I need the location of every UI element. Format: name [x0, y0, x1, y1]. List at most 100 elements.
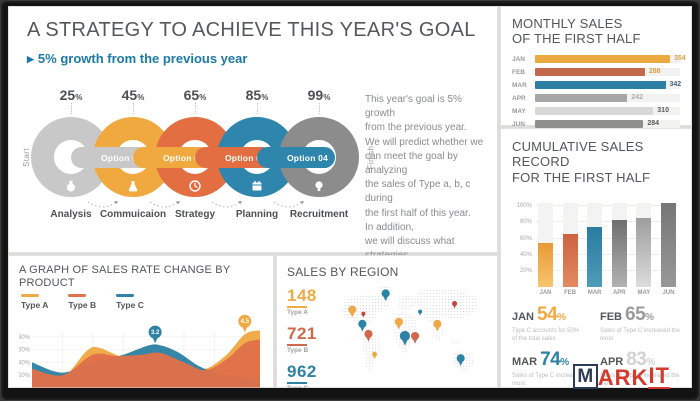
chart-legend: Type A Type B Type C — [21, 293, 263, 310]
percent-connector-line — [71, 103, 72, 114]
month-stat: APR 83% Sales of Type B increased the most — [600, 349, 680, 388]
x-axis-label: APR — [612, 289, 626, 296]
bar-fill — [636, 217, 652, 287]
legend-label: Type A — [21, 299, 49, 310]
step-percent: 99% — [307, 87, 331, 103]
percent-connector-line — [133, 103, 134, 114]
bar-track: 284 — [535, 120, 680, 129]
triangle-bullet-icon: ▶ — [27, 54, 34, 64]
bar-value-label: 310 — [657, 107, 669, 115]
dotted-arrow-connector — [149, 199, 181, 217]
option-band: Option 03 — [195, 147, 273, 168]
stat-value: 54 — [537, 303, 558, 325]
sales-rate-panel: A GRAPH OF SALES RATE CHANGE BY PRODUCT … — [8, 255, 274, 388]
dotted-arrow-connector — [211, 199, 243, 217]
bar-fill — [535, 55, 671, 64]
legend-item: Type C — [116, 293, 144, 310]
bar-track — [660, 202, 676, 287]
bar-value-label: 288 — [648, 68, 661, 76]
markit-watermark: M ARK IT — [572, 363, 670, 390]
calendar-icon — [251, 179, 263, 191]
description-line: In addition, — [365, 221, 414, 233]
page-title: A STRATEGY TO ACHIEVE THIS YEAR'S GOAL — [27, 19, 476, 41]
stat-caption: Sales of Type C increased the most. — [512, 373, 592, 388]
bar-track — [562, 202, 578, 287]
stat-underline — [287, 306, 307, 309]
description-line: the first half of this year. — [365, 207, 471, 219]
region-stat: 962 Type C — [287, 363, 335, 388]
legend-color-dash — [68, 293, 87, 297]
process-flow: 25% Analysis 45% Option 01 Commuicaion 65% Opt… — [21, 87, 375, 237]
bar-value-label: 354 — [674, 55, 686, 63]
bar-track: 354 — [535, 55, 686, 64]
x-axis-label: JAN — [539, 289, 552, 296]
start-label: Start — [21, 148, 31, 167]
watermark-ark: ARK — [597, 365, 649, 390]
bar-value-label: 284 — [647, 120, 660, 128]
bar-month-label: JUN — [512, 120, 526, 128]
cumulative-sales-panel: CUMULATIVE SALES RECORD FOR THE FIRST HA… — [500, 128, 692, 388]
dotted-arrow-connector — [87, 199, 119, 217]
region-stats: 148 Type A 721 Type B 962 Type C — [287, 283, 335, 388]
bar-value-label: 342 — [669, 81, 682, 89]
description-line: can meet the goal by analyzing — [365, 150, 458, 176]
bar-track — [611, 202, 627, 287]
bar-month-label: MAR — [512, 81, 527, 89]
sales-by-region-panel: SALES BY REGION 148 Type A 721 Type B 962 Typ… — [276, 255, 498, 388]
bar-track — [636, 202, 652, 287]
dotted-arrow-connector — [273, 199, 305, 217]
description-line: We will predict whether we — [365, 136, 484, 148]
step-percent: 65% — [183, 87, 207, 103]
x-axis-label: MAR — [587, 289, 602, 296]
step-percent: 85% — [245, 87, 269, 103]
y-axis-label: 80% — [519, 219, 532, 226]
svg-text:60%: 60% — [19, 348, 31, 354]
bar-month-label: MAY — [512, 107, 526, 115]
region-stat: 721 Type B — [287, 325, 335, 354]
stat-caption: Type C accounts for 50% of the total sale… — [512, 327, 580, 343]
legend-color-dash — [21, 293, 39, 297]
bar-fill — [535, 107, 654, 116]
stat-underline — [287, 344, 307, 347]
bar-fill — [587, 227, 603, 287]
region-stat-label: Type A — [287, 309, 308, 317]
region-stat-value: 721 — [287, 324, 317, 344]
x-axis-label: JUN — [662, 289, 675, 296]
monthly-sales-title: MONTHLY SALES OF THE FIRST HALF — [512, 16, 641, 47]
bar-track: 288 — [535, 68, 680, 77]
stat-month-label: APR — [600, 356, 624, 369]
bar-fill — [538, 243, 553, 287]
bar-track: 242 — [535, 94, 680, 103]
watermark-m-logo: M — [572, 364, 598, 389]
plot-area — [538, 202, 676, 287]
region-stat-label: Type B — [287, 347, 309, 355]
cumulative-x-labels: JAN FEB MAR APR MAY JUN — [538, 290, 676, 296]
stat-month-label: MAR — [512, 356, 538, 369]
y-axis-label: 40% — [519, 251, 532, 258]
bar-value-label: 242 — [631, 94, 644, 102]
svg-text:4.5: 4.5 — [241, 319, 250, 325]
world-map — [335, 283, 487, 388]
clock-icon — [189, 179, 201, 192]
region-stat-label: Type C — [287, 385, 335, 388]
gridline — [536, 237, 678, 239]
monthly-bar-row: MAR 342 — [512, 79, 682, 92]
svg-text:40%: 40% — [19, 360, 31, 366]
gridline — [536, 253, 678, 255]
stat-underline — [287, 382, 307, 385]
legend-label: Type C — [116, 299, 144, 310]
monthly-bar-row: JAN 354 — [512, 53, 686, 66]
stat-value: 74 — [540, 349, 561, 371]
gridline — [536, 221, 678, 223]
region-stat: 148 Type A — [287, 287, 335, 316]
monthly-bar-row: FEB 288 — [512, 66, 680, 79]
watermark-it: IT — [648, 363, 670, 389]
legend-item: Type B — [68, 293, 96, 310]
option-band: Option 02 — [133, 147, 211, 168]
bar-month-label: APR — [512, 94, 526, 102]
money-bag-icon — [65, 179, 77, 192]
svg-text:80%: 80% — [19, 335, 31, 341]
step-percent: 25% — [59, 87, 83, 103]
bar-fill — [535, 94, 628, 103]
